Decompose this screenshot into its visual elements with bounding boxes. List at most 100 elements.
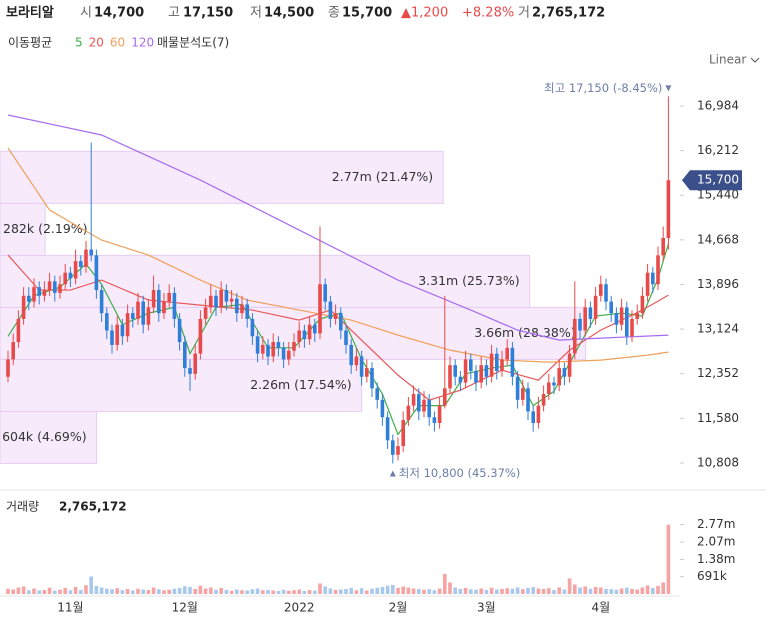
candle-body (521, 388, 525, 400)
candle-body (479, 365, 483, 383)
volume-value: 2,765,172 (532, 6, 605, 21)
candle-body (573, 318, 577, 354)
high-value: 17,150 (183, 6, 233, 21)
y-tick-label: 13,896 (697, 277, 739, 291)
volume-bar (287, 590, 291, 594)
candle-body (552, 382, 556, 386)
x-tick-label: 2월 (389, 601, 408, 615)
volume-bar (53, 590, 57, 594)
candle-body (172, 292, 177, 319)
volume-tick-label: 2.07m (697, 535, 735, 549)
volume-bar (401, 586, 405, 594)
volume-bar (417, 588, 421, 594)
candle-body (32, 287, 36, 302)
profile-band (0, 254, 531, 308)
volume-bar (276, 590, 281, 594)
volume-bar (339, 589, 343, 594)
candle-body (619, 307, 624, 325)
candle-body (380, 399, 385, 418)
volume-bar (224, 589, 229, 594)
candle-body (198, 318, 203, 354)
volume-bar (588, 588, 593, 594)
candle-body (281, 347, 286, 360)
volume-bar (365, 590, 369, 594)
profile-label: 282k (2.19%) (3, 221, 88, 236)
volume-bar (552, 589, 556, 594)
candle-body (536, 405, 541, 423)
volume-bar (573, 584, 577, 594)
candle-body (656, 255, 660, 285)
candle-body (287, 350, 291, 360)
volume-bar (406, 587, 411, 594)
close-value: 15,700 (342, 6, 392, 21)
low-label: 저 (250, 6, 262, 21)
volume-title-value: 2,765,172 (59, 500, 127, 514)
low-value: 14,500 (264, 6, 314, 21)
candle-body (333, 313, 338, 319)
candle-body (526, 388, 530, 412)
volume-bar (27, 590, 31, 594)
ma-line (7, 147, 669, 363)
profile-band (0, 202, 46, 256)
candle-body (99, 290, 104, 314)
profile-band (0, 410, 98, 464)
candle-body (313, 324, 317, 334)
volume-bar (645, 585, 650, 594)
down-arrow (665, 85, 672, 92)
candle-body (448, 365, 452, 389)
volume-bar (157, 589, 161, 594)
volume-bar (375, 587, 379, 594)
y-tick-label: 10,808 (697, 455, 739, 469)
volume-bar (432, 590, 437, 594)
volume-bar (651, 587, 655, 594)
candle-body (599, 284, 603, 296)
volume-bar (188, 586, 192, 594)
x-tick-label: 12월 (172, 601, 198, 615)
candle-body (224, 290, 229, 302)
volume-bar (235, 589, 239, 594)
stock-name: 보라티알 (6, 5, 54, 21)
candle-body (557, 368, 561, 386)
candle-body (146, 307, 151, 325)
candle-body (515, 376, 520, 400)
high-annotation: 최고 17,150 (-8.45%) (544, 81, 662, 95)
candle-body (323, 284, 327, 302)
candle-body (27, 295, 31, 302)
candle-body (645, 272, 650, 296)
volume-bar (21, 586, 26, 594)
candle-body (417, 394, 421, 412)
volume-bar (396, 587, 400, 594)
candle-body (307, 324, 312, 340)
volume-title: 거래량 (6, 500, 39, 514)
volume-bar (453, 587, 457, 594)
candle-body (261, 344, 265, 354)
candle-body (73, 261, 78, 279)
volume-bar (666, 524, 671, 594)
volume-bar (193, 588, 197, 594)
candle-body (344, 330, 348, 345)
volume-bar (557, 587, 561, 594)
volume-bar (370, 588, 374, 594)
volume-bar (625, 587, 629, 594)
candle-body (578, 318, 582, 331)
scale-mode[interactable]: Linear (709, 53, 746, 67)
volume-bar (656, 585, 660, 594)
candle-body (271, 342, 275, 357)
profile-label: 604k (4.69%) (2, 429, 87, 444)
candle-body (131, 313, 135, 319)
legend-entry: 20 (89, 36, 104, 50)
candle-body (614, 313, 619, 325)
volume-bar (484, 589, 489, 594)
profile-label[interactable]: 매물분석도(7) (157, 36, 229, 50)
candle-body (37, 287, 41, 296)
volume-bar (198, 585, 203, 594)
volume-bar (47, 587, 52, 594)
candle-body (453, 365, 457, 377)
candle-body (463, 359, 468, 383)
candle-body (588, 307, 593, 319)
candle-body (422, 399, 426, 412)
volume-bar (640, 587, 645, 594)
ma-label[interactable]: 이동평균 (8, 36, 52, 50)
volume-bar (245, 590, 249, 594)
volume-bar (313, 590, 317, 594)
